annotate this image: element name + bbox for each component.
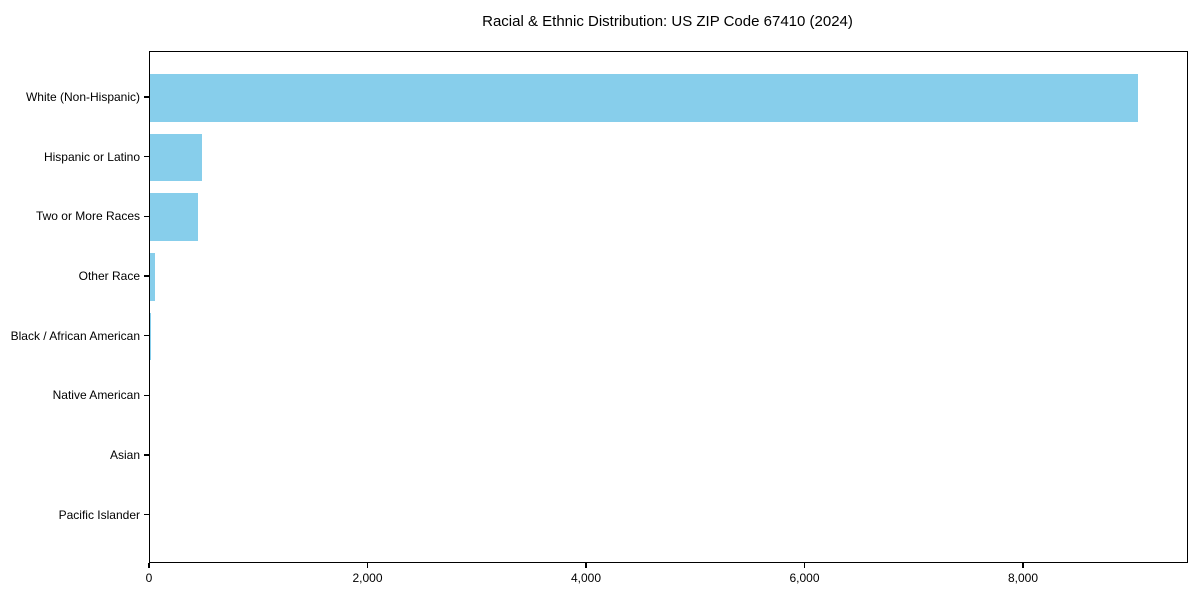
y-tick-label: Two or More Races xyxy=(35,209,140,224)
bar-white-non-hispanic xyxy=(150,74,1138,122)
y-tick-mark xyxy=(144,275,149,277)
y-tick-mark xyxy=(144,96,149,98)
y-tick-label: Black / African American xyxy=(10,328,140,343)
bar-other-race xyxy=(150,253,155,301)
y-tick-mark xyxy=(144,215,149,217)
y-tick-mark xyxy=(144,454,149,456)
x-tick-label: 4,000 xyxy=(570,571,601,585)
plot-area xyxy=(149,51,1188,563)
x-tick-mark xyxy=(1022,562,1024,568)
y-tick-label: Other Race xyxy=(78,268,140,283)
x-tick-mark xyxy=(366,562,369,568)
y-tick-label: Asian xyxy=(109,447,140,462)
x-tick-mark xyxy=(148,562,150,568)
bar-hispanic-or-latino xyxy=(150,133,202,182)
y-tick-mark xyxy=(144,394,149,396)
bar-two-or-more-races xyxy=(150,193,199,242)
y-tick-label: Pacific Islander xyxy=(58,507,140,522)
bar-black-african-american xyxy=(150,312,152,361)
x-tick-mark xyxy=(585,562,587,568)
x-tick-mark xyxy=(803,562,806,568)
x-tick-label: 8,000 xyxy=(1007,571,1038,585)
y-tick-mark xyxy=(144,335,149,337)
x-tick-label: 6,000 xyxy=(789,571,820,585)
y-tick-label: Native American xyxy=(52,388,140,403)
x-tick-label: 0 xyxy=(145,571,153,585)
y-tick-label: White (Non-Hispanic) xyxy=(25,90,140,104)
y-tick-mark xyxy=(144,514,149,516)
y-tick-mark xyxy=(144,156,149,158)
x-tick-label: 2,000 xyxy=(352,571,383,585)
y-tick-label: Hispanic or Latino xyxy=(43,149,140,164)
chart-title: Racial & Ethnic Distribution: US ZIP Cod… xyxy=(482,13,853,30)
